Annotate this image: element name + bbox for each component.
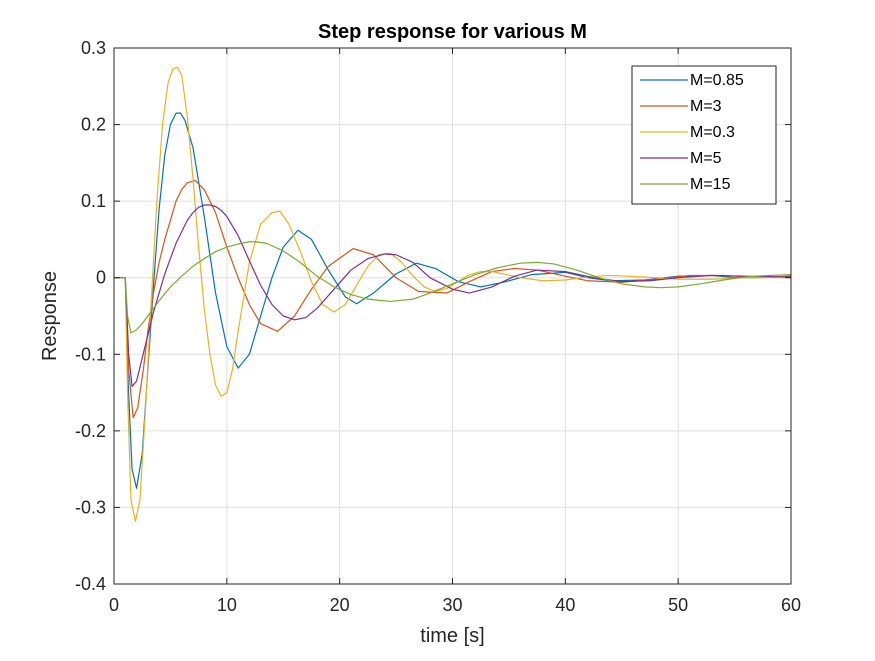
legend-item[interactable]: M=3	[640, 98, 722, 115]
series-line-3	[114, 66, 791, 522]
legend-label: M=5	[690, 150, 722, 167]
y-tick-label: -0.2	[75, 421, 106, 441]
x-tick-label: 20	[330, 595, 350, 615]
chart-title: Step response for various M	[318, 21, 587, 43]
legend-item[interactable]: M=5	[640, 150, 722, 167]
y-tick-label: 0.3	[81, 38, 106, 58]
legend-item[interactable]: M=0.3	[640, 124, 735, 141]
x-tick-label: 10	[217, 595, 237, 615]
y-axis-label: Response	[39, 271, 61, 361]
series-line-2	[114, 179, 791, 419]
y-tick-label: 0.2	[81, 115, 106, 135]
series-group	[114, 66, 791, 522]
x-tick-label: 60	[781, 595, 801, 615]
x-tick-label: 50	[668, 595, 688, 615]
x-tick-label: 30	[442, 595, 462, 615]
series-line-5	[114, 241, 791, 334]
legend-label: M=3	[690, 98, 722, 115]
ticks: 0 10 20 30 40 50 60 -0.4 -0.3 -0.2 -0.1 0 0.1 0.2 0.3	[75, 38, 801, 615]
x-axis-label: time [s]	[420, 625, 484, 647]
legend-item[interactable]: M=0.85	[640, 72, 744, 89]
legend-box	[631, 65, 777, 205]
legend-label: M=0.85	[690, 72, 744, 89]
y-tick-label: -0.4	[75, 574, 106, 594]
legend-label: M=15	[690, 176, 731, 193]
series-line-4	[114, 204, 791, 388]
legend-label: M=0.3	[690, 124, 735, 141]
y-tick-label: 0.1	[81, 191, 106, 211]
y-tick-label: -0.3	[75, 497, 106, 517]
x-tick-label: 40	[555, 595, 575, 615]
x-tick-label: 0	[109, 595, 119, 615]
y-tick-label: 0	[96, 268, 106, 288]
series-line-1	[114, 112, 791, 489]
y-tick-label: -0.1	[75, 344, 106, 364]
legend-item[interactable]: M=15	[640, 176, 731, 193]
legend[interactable]: M=0.85 M=3 M=0.3 M=5 M=15	[631, 65, 777, 205]
